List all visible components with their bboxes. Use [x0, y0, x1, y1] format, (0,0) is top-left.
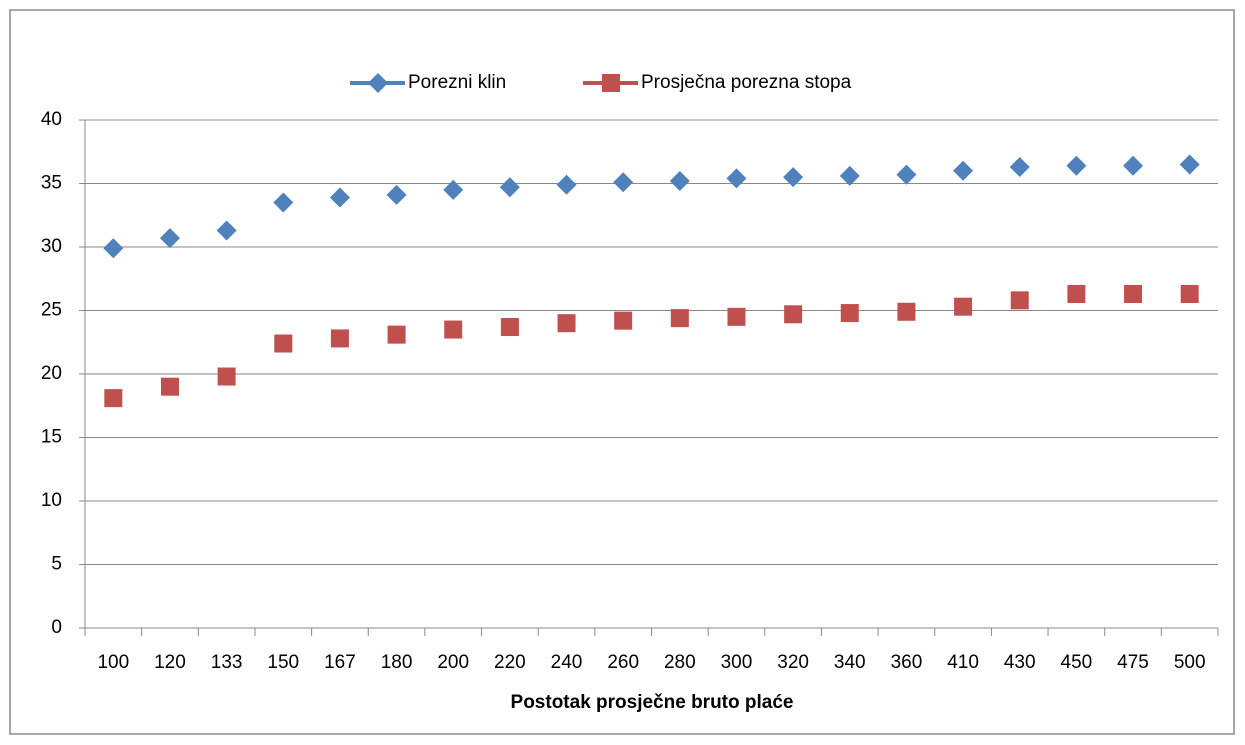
y-tick-label: 5	[51, 554, 62, 575]
data-point	[274, 334, 293, 353]
y-tick-label: 0	[51, 617, 62, 638]
x-tick-label: 320	[777, 652, 809, 673]
data-point	[670, 309, 689, 328]
data-point	[727, 307, 746, 326]
legend-label: Porezni klin	[408, 72, 506, 93]
data-point	[783, 167, 804, 188]
data-point	[1066, 155, 1087, 176]
data-point	[387, 325, 406, 344]
legend-label: Prosječna porezna stopa	[641, 72, 852, 93]
y-tick-label: 30	[41, 236, 62, 257]
data-point	[1179, 154, 1200, 175]
x-tick-label: 220	[494, 652, 526, 673]
x-tick-label: 167	[324, 652, 356, 673]
data-point	[103, 238, 124, 259]
data-point	[1010, 291, 1029, 310]
x-tick-label: 500	[1174, 652, 1206, 673]
data-point	[444, 320, 463, 339]
x-tick-label: 300	[721, 652, 753, 673]
data-point	[953, 160, 974, 181]
data-point	[273, 192, 294, 213]
data-point	[160, 377, 179, 396]
x-tick-label: 100	[97, 652, 129, 673]
x-tick-label: 340	[834, 652, 866, 673]
x-tick-label: 133	[211, 652, 243, 673]
legend-marker	[368, 73, 388, 93]
x-tick-label: 430	[1004, 652, 1036, 673]
x-tick-label: 260	[607, 652, 639, 673]
x-tick-label: 360	[891, 652, 923, 673]
data-point	[839, 165, 860, 186]
chart-border	[9, 9, 1235, 735]
data-point	[669, 170, 690, 191]
y-tick-label: 25	[41, 300, 62, 321]
x-tick-label: 410	[947, 652, 979, 673]
data-point	[896, 164, 917, 185]
x-tick-label: 200	[437, 652, 469, 673]
x-tick-label: 240	[551, 652, 583, 673]
data-point	[500, 318, 519, 337]
data-point	[726, 168, 747, 189]
y-tick-label: 40	[41, 109, 62, 130]
data-point	[217, 367, 236, 386]
data-point	[104, 389, 123, 408]
data-point	[1009, 156, 1030, 177]
data-point	[499, 177, 520, 198]
x-tick-label: 180	[381, 652, 413, 673]
x-tick-label: 150	[267, 652, 299, 673]
x-tick-label: 120	[154, 652, 186, 673]
y-tick-label: 15	[41, 427, 62, 448]
data-point	[954, 297, 973, 316]
data-point	[557, 314, 576, 333]
data-point	[216, 220, 237, 241]
data-point	[840, 304, 859, 323]
data-point	[613, 172, 634, 193]
x-tick-label: 475	[1117, 652, 1149, 673]
data-point	[897, 302, 916, 321]
data-point	[330, 329, 349, 348]
data-point	[1123, 155, 1144, 176]
legend-marker	[602, 74, 620, 92]
x-tick-label: 280	[664, 652, 696, 673]
x-axis-title: Postotak prosječne bruto plaće	[511, 692, 794, 713]
data-point	[1067, 284, 1086, 303]
data-point	[159, 228, 180, 249]
x-tick-label: 450	[1061, 652, 1093, 673]
y-tick-label: 10	[41, 490, 62, 511]
data-point	[329, 187, 350, 208]
data-point	[1124, 284, 1143, 303]
data-point	[386, 184, 407, 205]
data-point	[614, 311, 633, 330]
y-tick-label: 35	[41, 173, 62, 194]
data-point	[443, 179, 464, 200]
y-tick-label: 20	[41, 363, 62, 384]
data-point	[1180, 284, 1199, 303]
data-point	[784, 305, 803, 324]
data-point	[556, 174, 577, 195]
